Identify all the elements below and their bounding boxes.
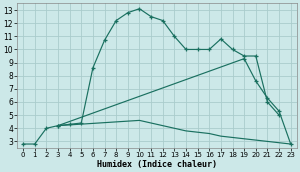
X-axis label: Humidex (Indice chaleur): Humidex (Indice chaleur) <box>97 159 217 169</box>
